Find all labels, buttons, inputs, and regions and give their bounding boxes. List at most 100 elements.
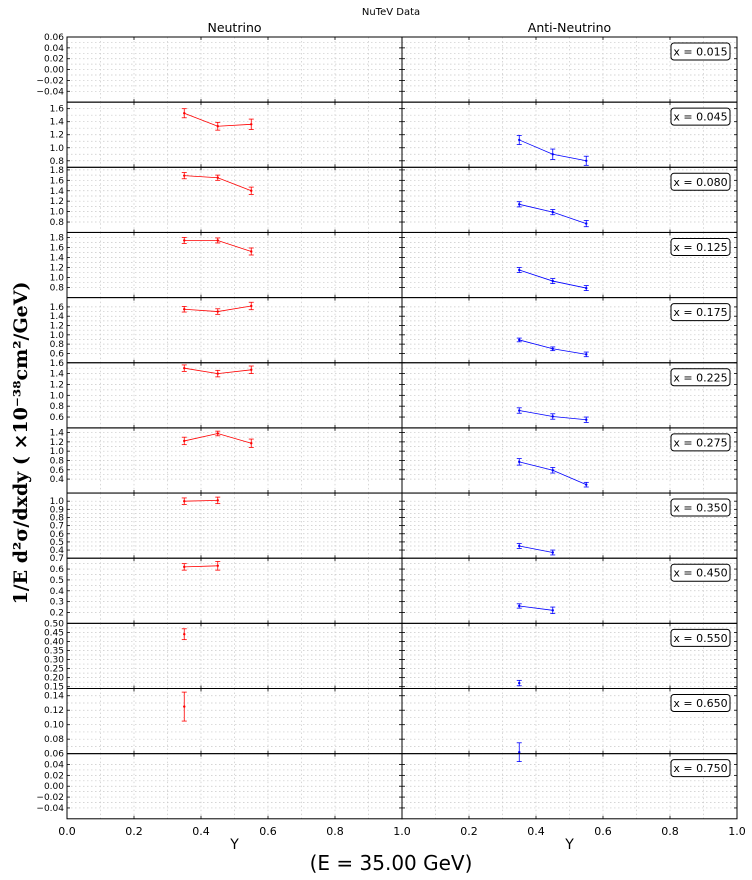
neutrino-series — [181, 108, 254, 131]
y-tick-label: 1.2 — [50, 322, 64, 332]
x-value-label: x = 0.450 — [673, 567, 727, 580]
antineutrino-line — [519, 545, 553, 553]
subplot-row: 0.60.81.01.21.41.6 x = 0.175 — [50, 297, 738, 364]
y-tick-label: 0.4 — [50, 587, 65, 597]
subplot-panel — [401, 231, 738, 299]
subplot-panel — [66, 557, 403, 624]
subplot-row: 0.81.01.21.41.61.8 x = 0.080 — [50, 166, 738, 233]
x-value-box — [670, 433, 731, 452]
neutrino-series — [181, 301, 254, 315]
x-value-label: x = 0.550 — [673, 632, 727, 645]
neutrino-series — [181, 691, 187, 722]
y-tick-label: 0.7 — [50, 522, 64, 532]
x-tick-label: 0.8 — [326, 825, 344, 838]
data-point — [551, 415, 554, 418]
x-value-box — [670, 237, 731, 256]
x-value-label: x = 0.045 — [673, 111, 727, 124]
x-value-box — [670, 42, 731, 61]
y-tick-label: 1.4 — [50, 429, 65, 439]
x-axis-label-antineutrino: Y — [564, 837, 574, 853]
data-point — [551, 347, 554, 350]
subplot-panel — [66, 362, 403, 429]
data-point — [585, 483, 588, 486]
x-tick-label: 0.4 — [527, 825, 545, 838]
y-tick-label: −0.02 — [36, 793, 64, 803]
x-value-box — [670, 563, 731, 582]
data-point — [250, 250, 253, 253]
y-tick-label: 0.6 — [50, 349, 65, 359]
y-tick-label: 0.4 — [50, 546, 65, 556]
y-tick-label: 0.35 — [44, 646, 64, 656]
data-point — [183, 633, 186, 636]
y-tick-label: 1.4 — [50, 118, 65, 128]
x-value-box — [670, 368, 731, 387]
y-tick-label: 1.0 — [50, 144, 65, 154]
subplot-row: 0.06 0.08 0.10 0.12 0.14 x = 0.650 — [44, 688, 738, 763]
y-tick-label: 1.0 — [50, 208, 65, 218]
subplot-row: −0.04−0.020.000.020.040.06 x = 0.015 — [36, 33, 738, 103]
y-tick-label: 1.6 — [50, 359, 65, 369]
data-point — [518, 409, 521, 412]
y-tick-label: 0.8 — [50, 340, 65, 350]
data-point — [585, 353, 588, 356]
data-point — [183, 366, 186, 370]
y-tick-label: 0.04 — [44, 761, 64, 771]
y-tick-label: 1.2 — [50, 264, 64, 274]
data-point — [183, 174, 186, 177]
subplot-row: 0.8 1.0 1.2 1.4 1.6 x = 0.045 — [50, 101, 738, 168]
data-point — [518, 604, 521, 608]
column-title-neutrino: Neutrino — [207, 20, 261, 35]
y-tick-label: 1.2 — [50, 197, 64, 207]
neutrino-line — [184, 499, 218, 502]
y-tick-label: 0.40 — [44, 637, 64, 647]
y-tick-label: 0.6 — [50, 530, 65, 540]
subplot-row: 0.40.60.81.01.21.4 x = 0.275 — [50, 427, 738, 494]
y-tick-label: 0.8 — [50, 284, 65, 294]
subplot-row: −0.04−0.020.000.020.04 x = 0.750 — [36, 753, 738, 820]
subplot-panel — [401, 557, 738, 624]
data-point — [250, 442, 253, 445]
y-tick-label: 0.50 — [44, 619, 64, 629]
y-tick-label: 1.0 — [50, 391, 65, 401]
x-tick-label: 0.0 — [58, 825, 76, 838]
data-point — [183, 705, 186, 708]
data-point — [585, 286, 588, 290]
data-point — [250, 189, 253, 192]
data-point — [551, 551, 554, 554]
antineutrino-series — [516, 407, 589, 423]
y-tick-label: 0.6 — [50, 413, 65, 423]
y-tick-label: 0.9 — [50, 505, 65, 515]
data-point — [518, 460, 521, 464]
y-tick-label: 0.00 — [44, 782, 64, 792]
x-value-label: x = 0.750 — [673, 762, 727, 775]
data-point — [250, 368, 253, 372]
column-title-antineutrino: Anti-Neutrino — [528, 20, 611, 35]
y-tick-label: 0.2 — [50, 608, 64, 618]
energy-label: (E = 35.00 GeV) — [310, 851, 473, 875]
y-tick-label: 0.5 — [50, 538, 64, 548]
x-value-label: x = 0.350 — [673, 502, 727, 515]
data-point — [216, 239, 219, 242]
x-tick-label: 1.0 — [393, 825, 411, 838]
y-tick-label: 0.4 — [50, 475, 65, 485]
antineutrino-series — [516, 679, 522, 687]
antineutrino-line — [519, 605, 553, 611]
x-tick-label: 0.6 — [594, 825, 612, 838]
antineutrino-series — [516, 603, 556, 614]
y-tick-label: 0.06 — [44, 750, 64, 760]
x-tick-label: 1.0 — [728, 825, 746, 838]
data-point — [518, 138, 521, 142]
y-tick-label: 1.6 — [50, 176, 65, 186]
antineutrino-series — [516, 201, 589, 228]
x-value-label: x = 0.650 — [673, 697, 727, 710]
subplot-panel — [66, 492, 403, 559]
neutrino-line — [184, 565, 218, 568]
figure-suptitle: NuTeV Data — [362, 7, 420, 18]
data-point — [216, 372, 219, 375]
x-value-box — [670, 628, 731, 647]
y-tick-label: 0.10 — [44, 721, 64, 731]
y-tick-label: 0.6 — [50, 466, 65, 476]
neutrino-series — [181, 172, 254, 195]
y-tick-label: 0.00 — [44, 66, 64, 76]
y-tick-label: 1.0 — [50, 274, 65, 284]
